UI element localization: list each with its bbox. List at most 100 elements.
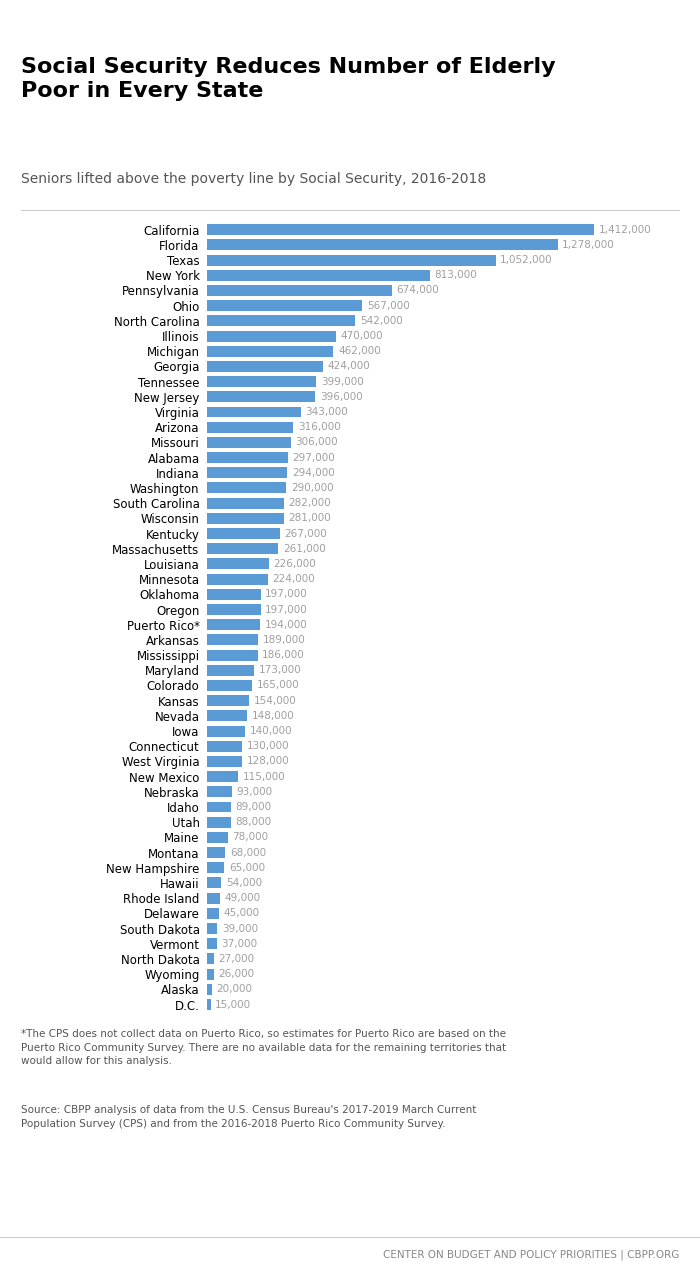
- Text: 306,000: 306,000: [295, 437, 338, 448]
- Bar: [206, 330, 335, 342]
- Bar: [206, 513, 284, 524]
- Bar: [206, 407, 301, 417]
- Bar: [206, 453, 288, 463]
- Text: 140,000: 140,000: [250, 725, 292, 736]
- Text: Source: CBPP analysis of data from the U.S. Census Bureau's 2017-2019 March Curr: Source: CBPP analysis of data from the U…: [21, 1105, 477, 1130]
- Text: 567,000: 567,000: [367, 301, 410, 311]
- Bar: [206, 361, 323, 372]
- Text: 194,000: 194,000: [265, 620, 307, 630]
- Text: 189,000: 189,000: [263, 635, 306, 645]
- Bar: [206, 574, 268, 585]
- Text: 542,000: 542,000: [360, 316, 402, 326]
- Text: 261,000: 261,000: [283, 543, 326, 553]
- Bar: [206, 710, 247, 722]
- Text: Seniors lifted above the poverty line by Social Security, 2016-2018: Seniors lifted above the poverty line by…: [21, 172, 486, 186]
- Text: CENTER ON BUDGET AND POLICY PRIORITIES | CBPP.ORG: CENTER ON BUDGET AND POLICY PRIORITIES |…: [383, 1250, 679, 1260]
- Text: 115,000: 115,000: [243, 771, 286, 782]
- Bar: [206, 300, 363, 311]
- Text: 20,000: 20,000: [216, 984, 253, 995]
- Text: 424,000: 424,000: [328, 361, 370, 371]
- Bar: [206, 862, 225, 873]
- Text: 282,000: 282,000: [288, 499, 331, 509]
- Text: 37,000: 37,000: [221, 938, 258, 949]
- Bar: [206, 938, 217, 949]
- Text: 267,000: 267,000: [284, 529, 328, 538]
- Text: 15,000: 15,000: [216, 1000, 251, 1010]
- Text: 65,000: 65,000: [229, 863, 265, 873]
- Bar: [206, 695, 248, 706]
- Text: *The CPS does not collect data on Puerto Rico, so estimates for Puerto Rico are : *The CPS does not collect data on Puerto…: [21, 1029, 506, 1066]
- Text: 154,000: 154,000: [253, 696, 296, 705]
- Bar: [206, 376, 316, 388]
- Bar: [206, 787, 232, 797]
- Text: 343,000: 343,000: [305, 407, 348, 417]
- Bar: [206, 635, 258, 645]
- Text: 290,000: 290,000: [290, 483, 333, 493]
- Bar: [206, 802, 231, 812]
- Text: 130,000: 130,000: [247, 741, 290, 751]
- Bar: [206, 543, 278, 555]
- Bar: [206, 620, 260, 630]
- Text: 78,000: 78,000: [232, 833, 269, 843]
- Bar: [206, 346, 333, 357]
- Text: 462,000: 462,000: [338, 347, 381, 356]
- Bar: [206, 589, 260, 599]
- Bar: [206, 468, 287, 478]
- Text: 68,000: 68,000: [230, 848, 266, 858]
- Text: 226,000: 226,000: [273, 558, 316, 569]
- Bar: [206, 391, 315, 403]
- Text: 89,000: 89,000: [236, 802, 272, 812]
- Bar: [206, 680, 252, 691]
- Bar: [206, 558, 269, 570]
- Text: 1,412,000: 1,412,000: [599, 224, 652, 235]
- Bar: [206, 725, 245, 737]
- Bar: [206, 604, 260, 615]
- Text: 186,000: 186,000: [262, 650, 305, 660]
- Text: 294,000: 294,000: [292, 468, 335, 478]
- Bar: [206, 984, 212, 995]
- Text: 93,000: 93,000: [237, 787, 273, 797]
- Bar: [206, 528, 280, 539]
- Bar: [206, 877, 221, 889]
- Bar: [206, 270, 430, 280]
- Text: 470,000: 470,000: [340, 332, 383, 340]
- Bar: [206, 224, 594, 235]
- Text: 173,000: 173,000: [259, 666, 302, 676]
- Text: 54,000: 54,000: [226, 878, 262, 887]
- Bar: [206, 908, 219, 919]
- Text: 39,000: 39,000: [222, 923, 258, 933]
- Text: 45,000: 45,000: [223, 908, 260, 918]
- Text: 396,000: 396,000: [320, 391, 363, 402]
- Text: 281,000: 281,000: [288, 514, 331, 523]
- Bar: [206, 286, 392, 296]
- Text: 165,000: 165,000: [256, 681, 299, 691]
- Bar: [206, 969, 214, 979]
- Text: 1,052,000: 1,052,000: [500, 255, 553, 265]
- Bar: [206, 664, 254, 676]
- Bar: [206, 1000, 211, 1010]
- Text: 674,000: 674,000: [396, 286, 439, 296]
- Text: 128,000: 128,000: [246, 756, 289, 766]
- Bar: [206, 756, 242, 766]
- Text: 197,000: 197,000: [265, 604, 308, 615]
- Bar: [206, 315, 356, 326]
- Text: Social Security Reduces Number of Elderly
Poor in Every State: Social Security Reduces Number of Elderl…: [21, 57, 556, 102]
- Text: 813,000: 813,000: [435, 270, 477, 280]
- Bar: [206, 954, 214, 964]
- Bar: [206, 923, 217, 935]
- Text: 1,278,000: 1,278,000: [562, 240, 615, 250]
- Bar: [206, 771, 238, 782]
- Text: 88,000: 88,000: [235, 817, 272, 827]
- Bar: [206, 741, 242, 752]
- Bar: [206, 847, 225, 858]
- Text: 197,000: 197,000: [265, 589, 308, 599]
- Text: 316,000: 316,000: [298, 422, 341, 432]
- Bar: [206, 437, 290, 448]
- Text: 297,000: 297,000: [293, 453, 335, 463]
- Bar: [206, 240, 558, 250]
- Text: 224,000: 224,000: [273, 574, 316, 584]
- Bar: [206, 497, 284, 509]
- Text: 26,000: 26,000: [218, 969, 254, 979]
- Bar: [206, 831, 228, 843]
- Text: 49,000: 49,000: [225, 894, 260, 903]
